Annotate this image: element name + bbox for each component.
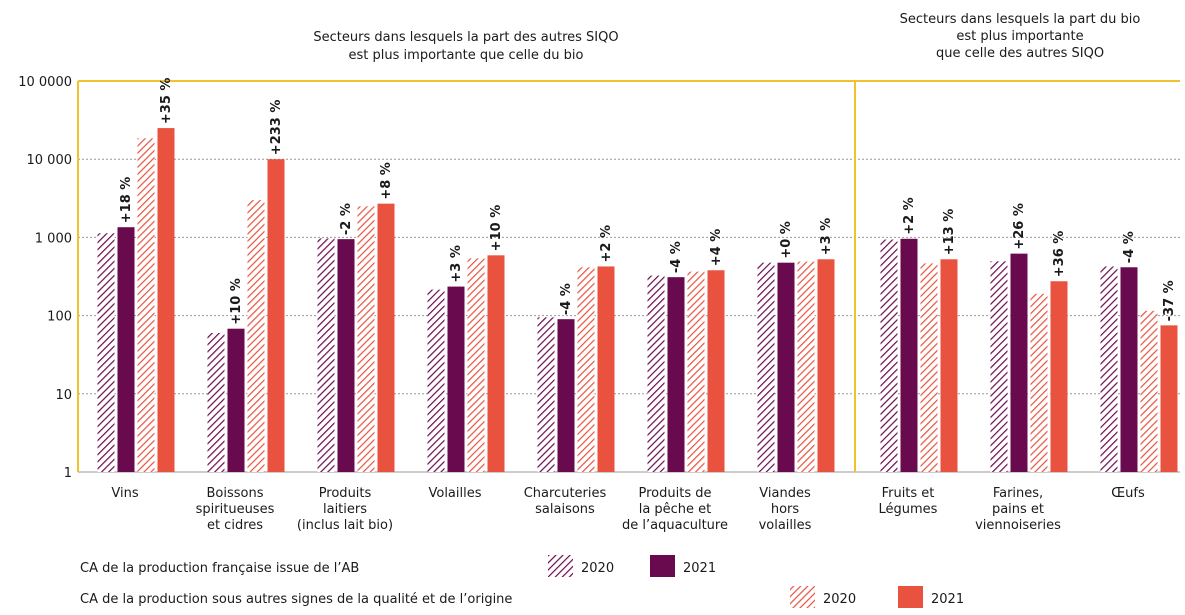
x-tick-label: Fruits et Légumes <box>879 486 938 517</box>
bar <box>667 277 685 472</box>
change-label: +35 % <box>159 78 174 125</box>
bar <box>1010 253 1028 472</box>
change-label: +233 % <box>269 100 284 156</box>
change-label: -4 % <box>669 241 684 273</box>
bar <box>647 275 665 472</box>
change-label: +26 % <box>1012 203 1027 250</box>
y-tick-label: 1 000 <box>35 231 72 246</box>
change-label: +2 % <box>599 225 614 263</box>
bar <box>377 203 395 472</box>
legend-swatch <box>548 555 573 577</box>
x-tick-label: Produits de la pêche et de l’aquaculture <box>622 486 728 533</box>
legend-swatch <box>898 586 923 608</box>
bar <box>707 270 725 472</box>
bar <box>537 317 555 472</box>
change-label: +3 % <box>449 245 464 283</box>
y-tick-label: 1 <box>64 466 72 481</box>
bar <box>137 138 155 472</box>
bar <box>1160 325 1178 472</box>
bar <box>117 227 135 472</box>
bar <box>1030 293 1048 472</box>
bar <box>817 259 835 472</box>
bar <box>227 328 245 472</box>
bar <box>207 332 225 472</box>
bar <box>1120 267 1138 472</box>
x-tick-label: Farines, pains et viennoiseries <box>975 486 1061 533</box>
y-tick-label: 100 <box>47 310 72 325</box>
bar <box>880 239 898 472</box>
x-tick-label: Volailles <box>428 486 481 501</box>
bar <box>267 159 285 472</box>
bar <box>797 261 815 472</box>
bar <box>337 239 355 472</box>
change-label: -37 % <box>1162 280 1177 321</box>
legend-swatch <box>650 555 675 577</box>
change-label: -2 % <box>339 203 354 235</box>
bar <box>990 261 1008 472</box>
x-tick-label: Vins <box>111 486 138 501</box>
bar <box>557 319 575 472</box>
change-label: -4 % <box>559 283 574 315</box>
bar <box>920 263 938 472</box>
x-tick-label: Charcuteries salaisons <box>524 486 607 517</box>
y-tick-label: 10 000 <box>27 153 73 168</box>
change-label: -4 % <box>1122 231 1137 263</box>
bar <box>900 238 918 472</box>
bar <box>1140 310 1158 472</box>
section-label: Secteurs dans lesquels la part du bio est… <box>900 12 1141 61</box>
legend-swatch <box>790 586 815 608</box>
bar <box>357 206 375 472</box>
x-tick-label: Produits laitiers (inclus lait bio) <box>297 486 393 533</box>
bar <box>247 200 265 472</box>
change-label: +10 % <box>229 278 244 325</box>
x-tick-label: Œufs <box>1111 486 1145 501</box>
change-label: +18 % <box>119 177 134 224</box>
bar <box>447 286 465 472</box>
change-label: +8 % <box>379 162 394 200</box>
x-tick-label: Viandes hors volailles <box>759 486 812 533</box>
section-label: Secteurs dans lesquels la part des autre… <box>313 30 618 63</box>
bar <box>487 255 505 472</box>
y-tick-label: 10 0000 <box>18 75 72 90</box>
bar <box>97 233 115 472</box>
legend-label: 2020 <box>823 592 856 607</box>
bar <box>940 259 958 472</box>
legend-group-label: CA de la production sous autres signes d… <box>80 592 512 607</box>
legend-group-label: CA de la production française issue de l… <box>80 561 359 576</box>
bar <box>317 238 335 472</box>
bar <box>577 267 595 472</box>
x-tick-label: Boissons spiritueuses et cidres <box>196 486 275 533</box>
bar <box>157 128 175 472</box>
bar <box>1100 266 1118 472</box>
bar <box>687 271 705 472</box>
legend-label: 2021 <box>931 592 964 607</box>
legend-label: 2021 <box>683 561 716 576</box>
change-label: +3 % <box>819 218 834 256</box>
change-label: +10 % <box>489 205 504 252</box>
legend-label: 2020 <box>581 561 614 576</box>
bar <box>777 262 795 472</box>
change-label: +0 % <box>779 221 794 259</box>
bar <box>1050 281 1068 472</box>
change-label: +36 % <box>1052 231 1067 278</box>
change-label: +2 % <box>902 197 917 235</box>
change-label: +4 % <box>709 229 724 267</box>
bar <box>597 266 615 472</box>
bar <box>757 262 775 472</box>
y-tick-label: 10 <box>55 388 72 403</box>
change-label: +13 % <box>942 209 957 256</box>
bar <box>467 258 485 472</box>
bar <box>427 289 445 472</box>
